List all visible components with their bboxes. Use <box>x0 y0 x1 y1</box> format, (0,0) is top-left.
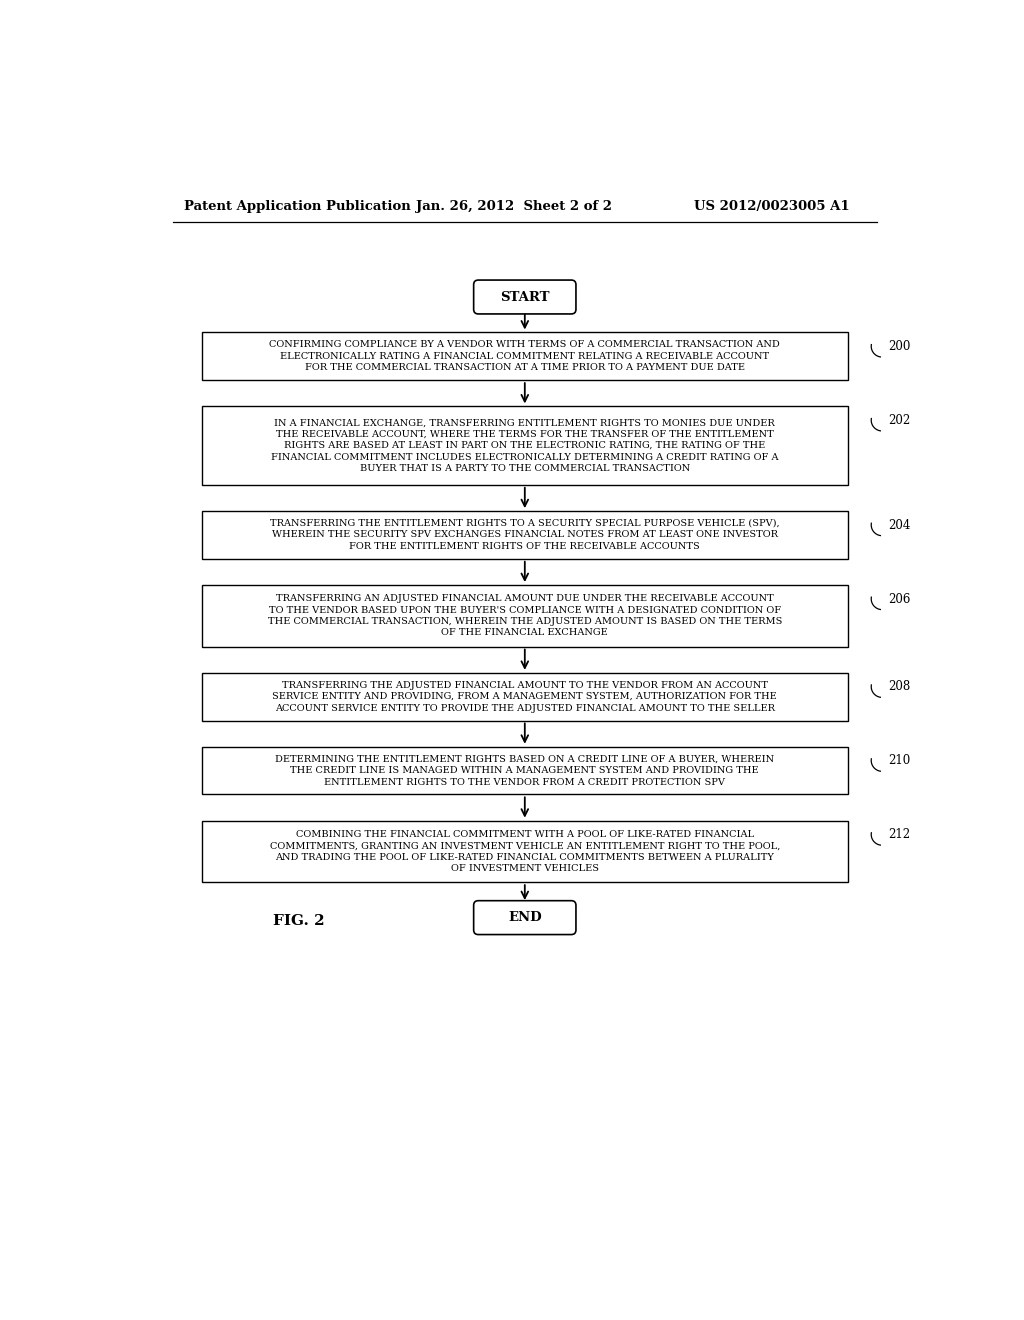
Text: TRANSFERRING AN ADJUSTED FINANCIAL AMOUNT DUE UNDER THE RECEIVABLE ACCOUNT
TO TH: TRANSFERRING AN ADJUSTED FINANCIAL AMOUN… <box>267 594 782 638</box>
Text: 202: 202 <box>888 414 910 428</box>
Text: COMBINING THE FINANCIAL COMMITMENT WITH A POOL OF LIKE-RATED FINANCIAL
COMMITMEN: COMBINING THE FINANCIAL COMMITMENT WITH … <box>269 830 780 873</box>
Text: Jan. 26, 2012  Sheet 2 of 2: Jan. 26, 2012 Sheet 2 of 2 <box>417 199 612 213</box>
Text: DETERMINING THE ENTITLEMENT RIGHTS BASED ON A CREDIT LINE OF A BUYER, WHEREIN
TH: DETERMINING THE ENTITLEMENT RIGHTS BASED… <box>275 755 774 787</box>
Bar <box>202 747 848 795</box>
Bar <box>202 511 848 558</box>
Text: US 2012/0023005 A1: US 2012/0023005 A1 <box>693 199 849 213</box>
Text: 206: 206 <box>888 593 910 606</box>
FancyBboxPatch shape <box>474 280 575 314</box>
Text: 200: 200 <box>888 341 910 354</box>
Bar <box>202 333 848 380</box>
Text: START: START <box>500 290 550 304</box>
Text: 212: 212 <box>888 829 910 841</box>
Text: IN A FINANCIAL EXCHANGE, TRANSFERRING ENTITLEMENT RIGHTS TO MONIES DUE UNDER
THE: IN A FINANCIAL EXCHANGE, TRANSFERRING EN… <box>271 418 778 473</box>
Text: FIG. 2: FIG. 2 <box>272 913 325 928</box>
Bar <box>202 585 848 647</box>
Bar <box>202 407 848 484</box>
Text: 208: 208 <box>888 681 910 693</box>
Text: 204: 204 <box>888 519 910 532</box>
Text: Patent Application Publication: Patent Application Publication <box>183 199 411 213</box>
Bar <box>202 821 848 882</box>
Text: END: END <box>508 911 542 924</box>
FancyBboxPatch shape <box>474 900 575 935</box>
Text: CONFIRMING COMPLIANCE BY A VENDOR WITH TERMS OF A COMMERCIAL TRANSACTION AND
ELE: CONFIRMING COMPLIANCE BY A VENDOR WITH T… <box>269 341 780 372</box>
Text: 210: 210 <box>888 755 910 767</box>
Bar <box>202 673 848 721</box>
Text: TRANSFERRING THE ADJUSTED FINANCIAL AMOUNT TO THE VENDOR FROM AN ACCOUNT
SERVICE: TRANSFERRING THE ADJUSTED FINANCIAL AMOU… <box>272 681 777 713</box>
Text: TRANSFERRING THE ENTITLEMENT RIGHTS TO A SECURITY SPECIAL PURPOSE VEHICLE (SPV),: TRANSFERRING THE ENTITLEMENT RIGHTS TO A… <box>270 519 779 550</box>
